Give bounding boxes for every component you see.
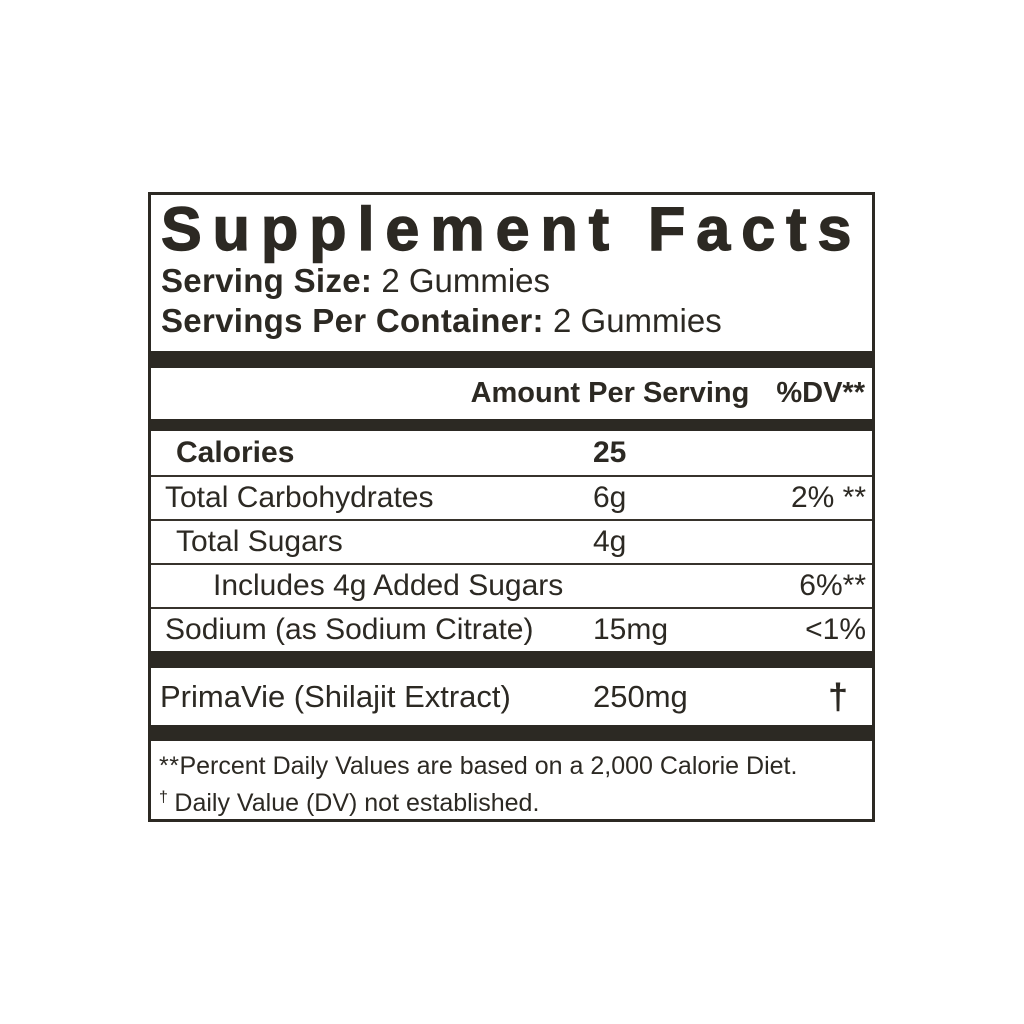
nutrient-name: Calories [176,436,295,469]
amount-per-serving-header: Amount Per Serving [470,377,750,409]
nutrient-dv: 2% ** [790,481,866,514]
nutrient-name: Total Sugars [176,525,343,558]
nutrient-table: Calories 25 Total Carbohydrates 6g 2% **… [151,431,872,651]
divider-bar-thick-top [148,351,875,368]
nutrient-amount: 25 [593,436,627,469]
serving-size-line: Serving Size: 2 Gummies [151,261,872,301]
spacer [151,341,872,351]
nutrient-name: Includes 4g Added Sugars [213,569,564,602]
serving-size-value: 2 Gummies [381,262,551,299]
footnote-text: Daily Value (DV) not established. [174,789,540,817]
nutrient-row: Includes 4g Added Sugars 6%** [151,563,872,607]
serving-size-label: Serving Size: [161,262,373,299]
footnote-marker: ** [159,752,180,780]
footnote-marker: † [159,789,169,806]
footnote-line: † Daily Value (DV) not established. [159,782,862,819]
column-header-row: Amount Per Serving %DV** [151,368,872,419]
footnotes-section: **Percent Daily Values are based on a 2,… [151,741,872,819]
footnote-text: Percent Daily Values are based on a 2,00… [179,752,798,780]
nutrient-amount: 4g [593,525,627,558]
nutrient-amount: 15mg [593,613,669,646]
servings-per-container-value: 2 Gummies [553,302,722,339]
supplement-amount: 250mg [593,678,688,714]
servings-per-container-line: Servings Per Container: 2 Gummies [151,301,872,341]
nutrient-dv: <1% [805,613,866,646]
nutrient-name: Sodium (as Sodium Citrate) [165,613,534,646]
supplement-table: PrimaVie (Shilajit Extract) 250mg † [151,668,872,725]
nutrient-row: Total Sugars 4g [151,519,872,563]
nutrient-dv: 6%** [799,569,866,602]
panel-title: Supplement Facts [160,195,863,263]
percent-dv-header: %DV** [776,377,865,409]
nutrient-row: Sodium (as Sodium Citrate) 15mg <1% [151,607,872,651]
divider-bar-thick-bottom [148,725,875,741]
nutrient-name: Total Carbohydrates [165,481,434,514]
footnote-line: **Percent Daily Values are based on a 2,… [159,750,862,782]
nutrient-amount: 6g [593,481,627,514]
nutrient-row: Total Carbohydrates 6g 2% ** [151,475,872,519]
divider-bar-thick-middle [148,651,875,668]
servings-per-container-label: Servings Per Container: [161,302,544,339]
nutrient-row: Calories 25 [151,431,872,475]
supplement-row: PrimaVie (Shilajit Extract) 250mg † [151,668,872,725]
supplement-name: PrimaVie (Shilajit Extract) [160,678,511,714]
divider-bar-medium [148,419,875,431]
supplement-facts-panel: Supplement Facts Serving Size: 2 Gummies… [148,192,875,822]
supplement-dv: † [827,675,848,717]
